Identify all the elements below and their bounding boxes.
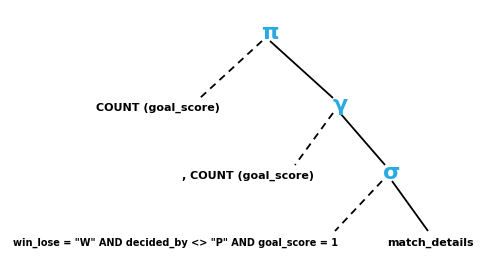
Text: σ: σ bbox=[383, 163, 400, 183]
Text: γ: γ bbox=[332, 95, 347, 115]
Text: win_lose = "W" AND decided_by <> "P" AND goal_score = 1: win_lose = "W" AND decided_by <> "P" AND… bbox=[13, 238, 337, 248]
Text: COUNT (goal_score): COUNT (goal_score) bbox=[96, 103, 220, 113]
Text: , COUNT (goal_score): , COUNT (goal_score) bbox=[182, 171, 314, 181]
Text: match_details: match_details bbox=[387, 238, 473, 248]
Text: π: π bbox=[261, 23, 279, 43]
